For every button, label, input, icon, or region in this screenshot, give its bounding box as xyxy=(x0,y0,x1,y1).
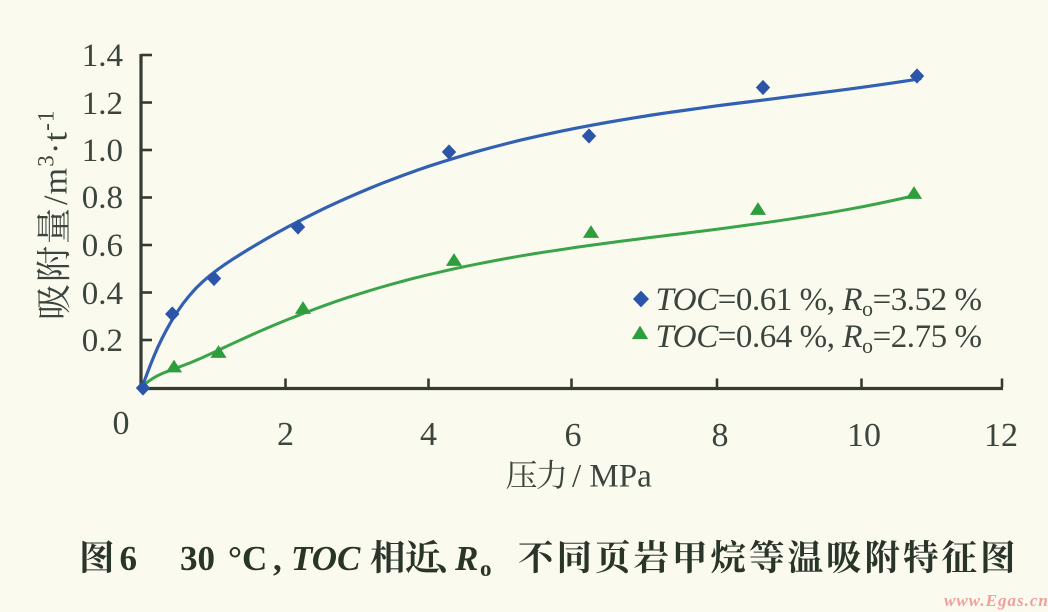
svg-text:30: 30 xyxy=(180,539,215,578)
svg-text:12: 12 xyxy=(984,417,1018,454)
svg-text:1.4: 1.4 xyxy=(82,38,123,74)
svg-text:0.6: 0.6 xyxy=(82,228,123,264)
svg-text:,: , xyxy=(273,539,282,578)
svg-text:0.8: 0.8 xyxy=(82,180,123,216)
svg-text:1.2: 1.2 xyxy=(82,86,123,122)
svg-text:TOC=0.61 %, Ro=3.52 %: TOC=0.61 %, Ro=3.52 % xyxy=(656,282,982,321)
svg-text:°C: °C xyxy=(228,539,267,578)
svg-text:2: 2 xyxy=(277,416,294,453)
svg-text:0.4: 0.4 xyxy=(82,276,123,312)
svg-text:www.Egas.cn: www.Egas.cn xyxy=(944,591,1048,610)
svg-text:1.0: 1.0 xyxy=(82,133,123,169)
svg-text:4: 4 xyxy=(420,416,437,453)
svg-text:TOC=0.64 %, Ro=2.75 %: TOC=0.64 %, Ro=2.75 % xyxy=(656,319,982,358)
svg-text:0: 0 xyxy=(113,405,130,442)
svg-text:10: 10 xyxy=(847,417,881,454)
svg-text:TOC: TOC xyxy=(291,539,361,578)
svg-text:6: 6 xyxy=(565,417,582,454)
svg-text:0.2: 0.2 xyxy=(82,323,123,359)
svg-text:8: 8 xyxy=(712,417,729,454)
svg-text:R: R xyxy=(454,539,478,578)
svg-text:/ MPa: / MPa xyxy=(572,459,652,495)
svg-text:o: o xyxy=(480,556,492,581)
svg-text:6: 6 xyxy=(120,539,138,578)
